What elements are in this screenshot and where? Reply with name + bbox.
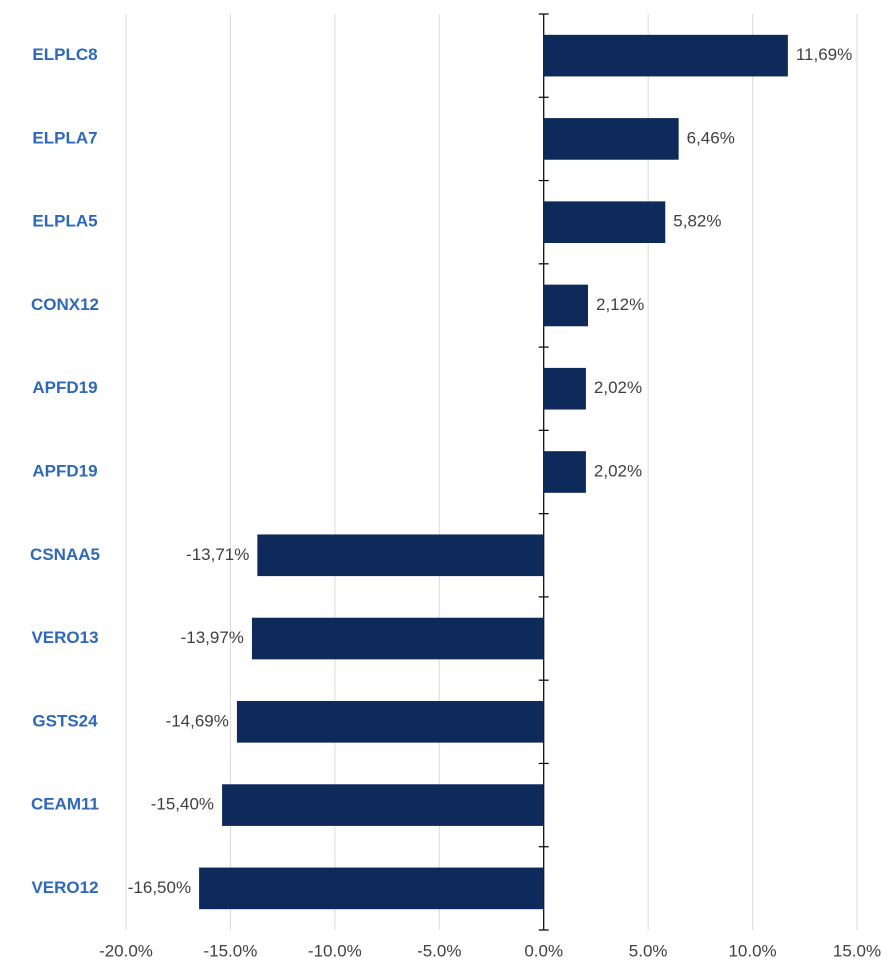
y-tick-label: APFD19 [32,378,97,397]
y-tick-label: ELPLA7 [32,128,97,147]
x-tick-label: -10.0% [308,941,362,960]
y-tick-label: CSNAA5 [30,545,100,564]
y-tick-label: APFD19 [32,461,97,480]
value-label: 2,02% [594,378,642,397]
bar [543,284,588,327]
value-label: 2,02% [594,461,642,480]
value-label: -13,97% [181,628,244,647]
value-label: -16,50% [128,878,191,897]
y-tick-label: CEAM11 [31,795,99,814]
bar [236,701,544,743]
x-tick-label: 0.0% [524,941,563,960]
bar [222,784,544,826]
y-tick-label: VERO12 [31,878,98,897]
value-label: 2,12% [596,295,644,314]
value-label: 6,46% [687,128,735,147]
bar [257,534,544,577]
value-label: -15,40% [151,795,214,814]
bar [543,201,666,243]
x-tick-label: -20.0% [99,941,153,960]
bar [251,617,544,660]
bar [543,367,586,410]
y-tick-label: ELPLA5 [32,212,97,231]
bar [543,118,679,160]
y-tick-label: ELPLC8 [32,45,97,64]
bar [199,867,544,910]
x-tick-label: 5.0% [629,941,668,960]
y-tick-label: GSTS24 [32,711,98,730]
y-tick-label: VERO13 [31,628,98,647]
x-tick-label: 15.0% [833,941,881,960]
x-tick-label: -15.0% [203,941,257,960]
value-label: -14,69% [166,711,229,730]
value-label: 11,69% [796,45,852,64]
x-tick-label: 10.0% [728,941,776,960]
y-tick-label: CONX12 [31,295,99,314]
value-label: 5,82% [673,212,721,231]
bar [543,34,788,77]
value-label: -13,71% [186,545,249,564]
bar [543,451,586,493]
x-tick-label: -5.0% [417,941,461,960]
